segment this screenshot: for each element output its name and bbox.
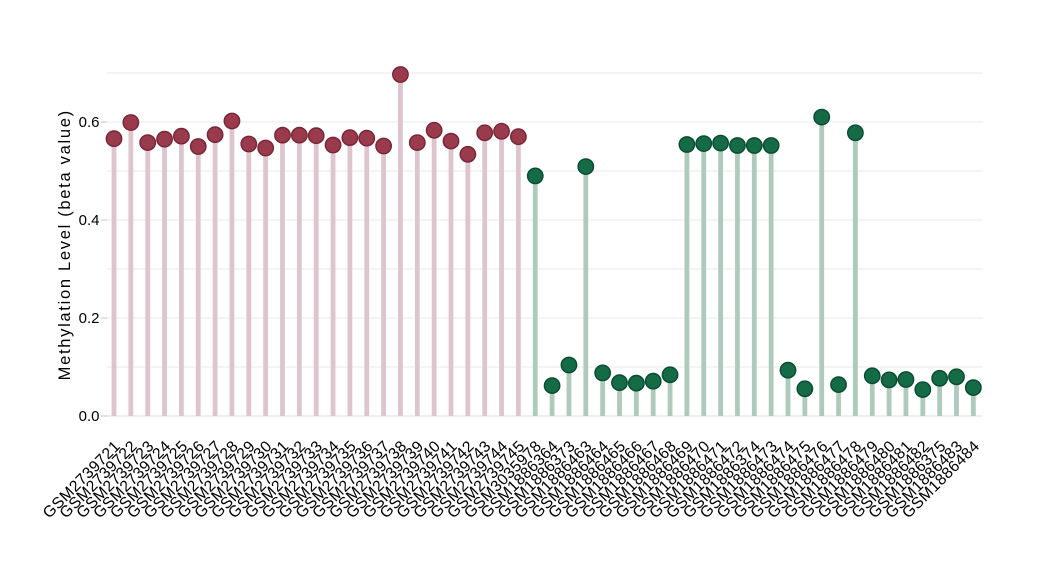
svg-text:0.4: 0.4	[79, 212, 100, 229]
svg-text:Methylation Level (beta value): Methylation Level (beta value)	[56, 109, 74, 380]
svg-text:0.2: 0.2	[79, 310, 100, 327]
svg-text:0.6: 0.6	[79, 114, 100, 131]
svg-text:0.0: 0.0	[79, 408, 100, 425]
